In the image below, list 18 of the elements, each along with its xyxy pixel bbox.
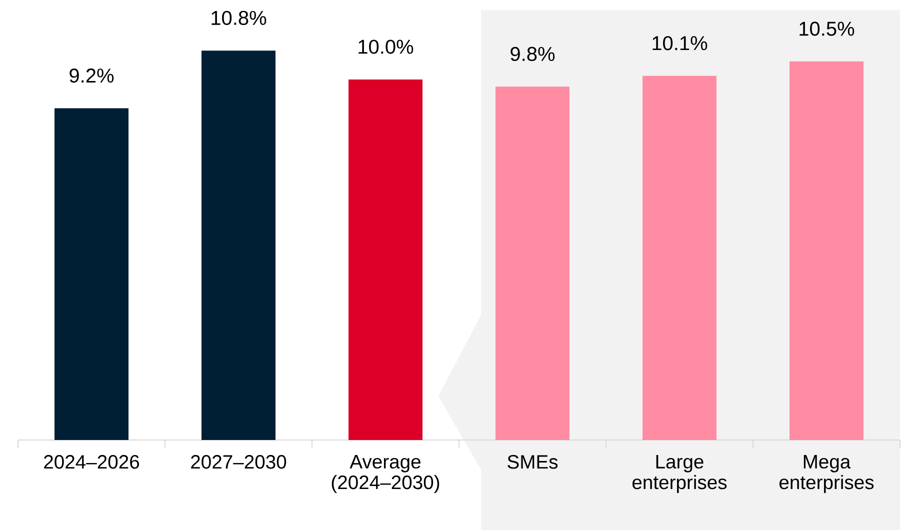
- x-tick-label: 2024–2026: [44, 455, 140, 469]
- x-tick-label: Average (2024–2030): [332, 455, 440, 494]
- data-label: 10.8%: [212, 10, 266, 26]
- bar: [642, 76, 716, 440]
- data-label: 10.1%: [652, 36, 708, 50]
- bar: [496, 86, 570, 440]
- data-label: 9.2%: [70, 68, 114, 83]
- bar: [790, 61, 864, 440]
- bar: [348, 79, 423, 440]
- data-label: 9.8%: [510, 46, 555, 62]
- bar: [202, 50, 276, 440]
- data-label: 10.0%: [358, 40, 414, 54]
- x-tick-label: SMEs: [508, 455, 558, 469]
- data-label: 10.5%: [800, 22, 854, 36]
- x-tick-label: 2027–2030: [191, 455, 286, 469]
- x-tick-label: Large enterprises: [632, 455, 727, 494]
- x-tick-label: Mega enterprises: [779, 455, 874, 494]
- bar: [54, 108, 129, 440]
